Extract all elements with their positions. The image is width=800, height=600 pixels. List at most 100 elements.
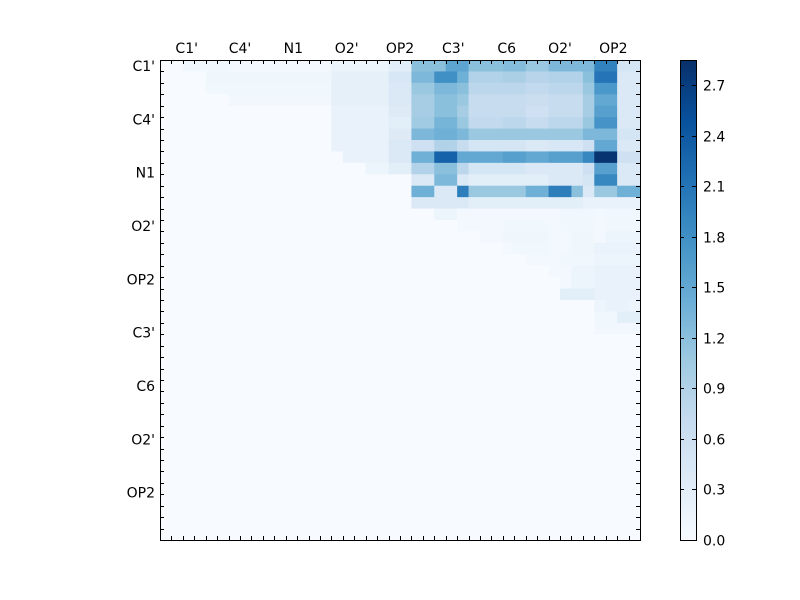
heatmap-cell [274,71,287,84]
heatmap-cell [525,505,538,518]
heatmap-cell [342,242,355,255]
heatmap-cell [320,528,332,541]
heatmap-cell [594,128,607,141]
heatmap-cell [480,174,492,187]
heatmap-cell [491,494,504,507]
heatmap-cell [628,220,641,232]
heatmap-cell [194,494,207,507]
heatmap-cell [480,448,492,461]
heatmap-cell [217,151,229,164]
heatmap-cell [605,334,618,347]
heatmap-cell [468,254,481,267]
heatmap-cell [274,311,287,324]
heatmap-cell [628,437,641,449]
heatmap-cell [457,140,469,152]
heatmap-cell [628,288,641,301]
heatmap-cell [182,300,195,312]
heatmap-cell [297,128,309,141]
heatmap-cell [537,517,549,529]
heatmap-cell [422,71,435,84]
heatmap-cell [274,277,287,289]
heatmap-cell [274,94,287,107]
heatmap-cell [388,448,401,461]
heatmap-cell [354,220,367,232]
heatmap-cell [194,71,207,84]
heatmap-cell [285,448,298,461]
heatmap-cell [525,197,538,209]
heatmap-cell [377,311,389,324]
heatmap-cell [560,460,572,472]
heatmap-cell [274,105,287,118]
heatmap-cell [434,402,447,415]
heatmap-cell [571,71,584,84]
heatmap-cell [354,311,367,324]
heatmap-cell [422,402,435,415]
heatmap-cell [228,128,241,141]
heatmap-cell [582,380,595,392]
heatmap-cell [388,242,401,255]
heatmap-cell [628,494,641,507]
heatmap-cell [457,448,469,461]
heatmap-cell [160,60,172,72]
heatmap-cell [605,482,618,495]
heatmap-cell [525,380,538,392]
heatmap-cell [377,300,389,312]
heatmap-cell [285,242,298,255]
heatmap-cell [365,71,378,84]
heatmap-cell [171,300,184,312]
left-tick-label: O2' [131,432,155,448]
heatmap-cell [605,117,618,129]
heatmap-cell [617,277,629,289]
heatmap-cell [434,460,447,472]
heatmap-cell [217,197,229,209]
colorbar-tick-label: 1.5 [703,281,725,297]
heatmap-cell [274,517,287,529]
heatmap-cell [491,220,504,232]
heatmap-cell [354,414,367,427]
heatmap-cell [525,391,538,404]
heatmap-cell [468,128,481,141]
heatmap-cell [560,265,572,278]
heatmap-cell [320,494,332,507]
heatmap-cell [514,162,527,175]
heatmap-cell [182,380,195,392]
heatmap-cell [514,380,527,392]
heatmap-cell [525,414,538,427]
heatmap-cell [457,437,469,449]
heatmap-cell [525,220,538,232]
heatmap-cell [445,117,458,129]
heatmap-cell [194,220,207,232]
heatmap-cell [228,471,241,484]
heatmap-cell [160,460,172,472]
heatmap-cell [297,265,309,278]
heatmap-cell [194,311,207,324]
heatmap-cell [411,94,424,107]
heatmap-cell [560,391,572,404]
heatmap-cell [262,140,275,152]
heatmap-cell [457,528,469,541]
heatmap-cell [388,220,401,232]
heatmap-cell [605,322,618,335]
heatmap-cell [228,391,241,404]
heatmap-cell [537,288,549,301]
heatmap-cell [594,254,607,267]
heatmap-cell [251,517,264,529]
heatmap-cell [491,197,504,209]
heatmap-cell [285,265,298,278]
heatmap-cell [560,162,572,175]
heatmap-cell [400,402,412,415]
heatmap-cell [217,345,229,358]
heatmap-cell [491,231,504,244]
heatmap-cell [594,517,607,529]
heatmap-cell [434,300,447,312]
heatmap-cell [480,162,492,175]
heatmap-cell [274,322,287,335]
heatmap-cell [422,288,435,301]
heatmap-cell [571,505,584,518]
heatmap-cell [491,105,504,118]
heatmap-cell [434,517,447,529]
heatmap-cell [411,425,424,438]
heatmap-cell [457,197,469,209]
heatmap-cell [434,197,447,209]
heatmap-cell [628,380,641,392]
